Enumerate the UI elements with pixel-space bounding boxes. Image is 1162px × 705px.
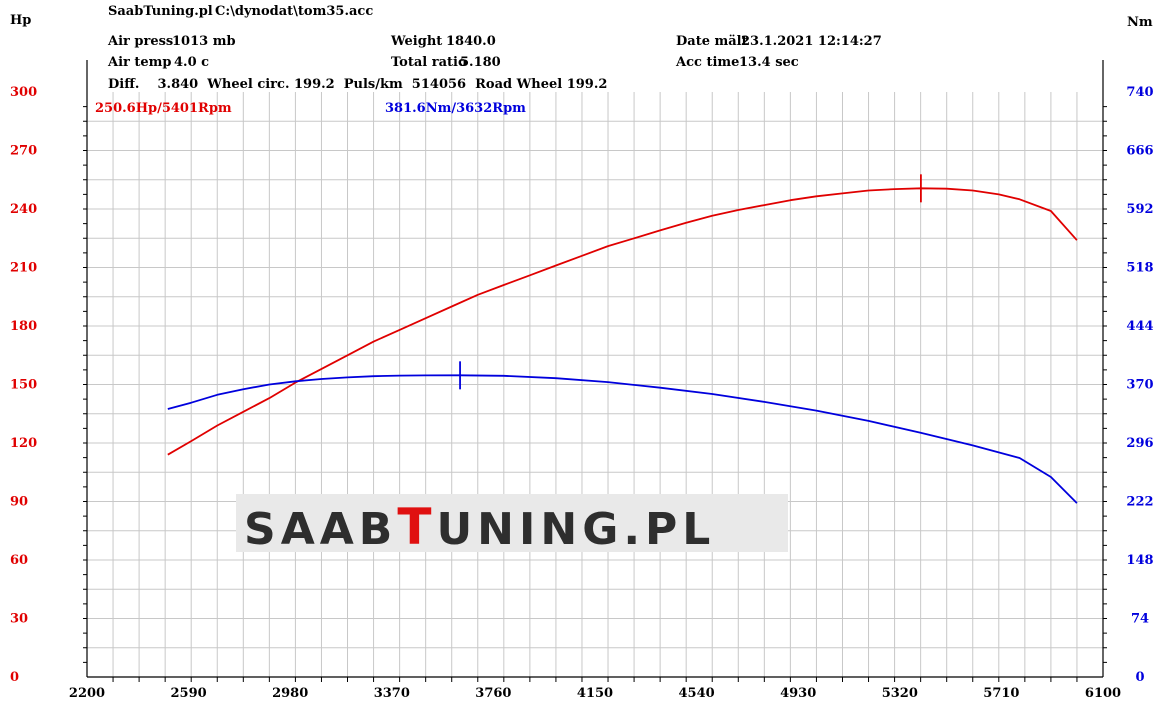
x-tick-label: 5710 (983, 686, 1019, 701)
right-tick-label: 444 (1126, 319, 1153, 334)
left-tick-label: 30 (10, 612, 28, 627)
right-tick-label: 592 (1126, 202, 1153, 217)
air-temp-value: 4.0 c (174, 55, 209, 70)
left-axis-title: Hp (10, 13, 31, 28)
total-ratio-value: 5.180 (460, 55, 501, 70)
watermark-logo: SAABTUNING.PL (236, 494, 788, 556)
weight-label: Weight (390, 34, 442, 49)
right-tick-label: 148 (1126, 553, 1153, 568)
air-temp-label: Air temp (107, 55, 172, 70)
watermark-background (236, 494, 788, 552)
diff-line: Diff. 3.840 Wheel circ. 199.2 Puls/km 51… (108, 77, 607, 92)
right-tick-label: 740 (1126, 85, 1153, 100)
acc-time-label: Acc time (675, 55, 739, 70)
torque-curve (167, 374, 1078, 504)
file-path: C:\dynodat\tom35.acc (215, 4, 373, 19)
right-tick-label: 296 (1126, 436, 1153, 451)
x-tick-label: 3370 (374, 686, 410, 701)
x-tick-label: 2980 (272, 686, 308, 701)
left-tick-label: 90 (10, 495, 28, 510)
left-tick-label: 60 (10, 553, 28, 568)
left-tick-label: 150 (10, 378, 37, 393)
torque-curve-peak-label: 381.6Nm/3632Rpm (385, 101, 526, 116)
gridlines (87, 92, 1103, 677)
right-tick-label: 0 (1135, 670, 1144, 685)
watermark-text: SAABTUNING.PL (244, 498, 715, 556)
left-tick-label: 120 (10, 436, 37, 451)
right-tick-label: 222 (1126, 495, 1153, 510)
right-tick-label: 370 (1126, 378, 1153, 393)
power-curve-peak-label: 250.6Hp/5401Rpm (95, 101, 232, 116)
air-press-label: Air press (107, 34, 173, 49)
x-tick-label: 2590 (171, 686, 207, 701)
acc-time-value: 13.4 sec (739, 55, 799, 70)
power-curve (167, 187, 1078, 456)
peak-labels: 250.6Hp/5401Rpm 381.6Nm/3632Rpm (95, 101, 526, 116)
x-tick-label: 2200 (69, 686, 105, 701)
total-ratio-label: Total ratio (391, 55, 467, 70)
left-tick-label: 300 (10, 85, 37, 100)
right-tick-label: 666 (1126, 144, 1153, 159)
date-value: 23.1.2021 12:14:27 (741, 34, 882, 49)
source-name: SaabTuning.pl (108, 4, 213, 19)
x-tick-label: 4150 (577, 686, 613, 701)
weight-value: 1840.0 (446, 34, 496, 49)
right-tick-label: 74 (1131, 612, 1149, 627)
series (167, 174, 1078, 504)
left-tick-label: 180 (10, 319, 37, 334)
left-tick-label: 0 (10, 670, 19, 685)
right-axis-title: Nm (1127, 15, 1153, 30)
air-press-value: 1013 mb (172, 34, 236, 49)
x-tick-label: 5320 (882, 686, 918, 701)
right-tick-label: 518 (1126, 261, 1153, 276)
tick-labels: 2200 2590 2980 3370 3760 4150 4540 4930 5320 5710… (10, 85, 1154, 701)
left-tick-label: 270 (10, 144, 37, 159)
x-tick-label: 4930 (780, 686, 816, 701)
date-label: Date mält (676, 34, 748, 49)
left-tick-label: 240 (10, 202, 37, 217)
x-tick-label: 3760 (475, 686, 511, 701)
left-tick-label: 210 (10, 261, 37, 276)
x-tick-label: 4540 (679, 686, 715, 701)
axes (83, 60, 1107, 682)
x-tick-label: 6100 (1085, 686, 1121, 701)
